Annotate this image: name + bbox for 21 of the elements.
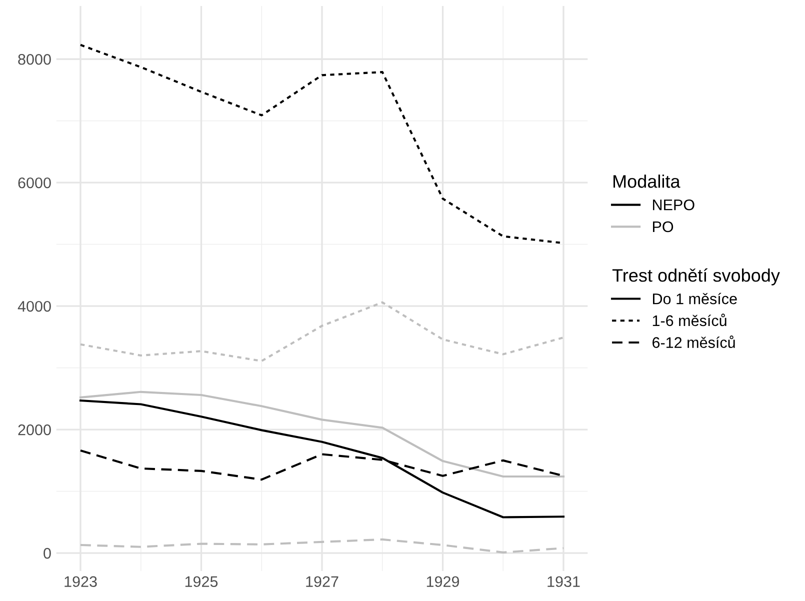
line-series — [79, 301, 565, 362]
legend-label: 1-6 měsíců — [652, 314, 726, 326]
legend-label: 6-12 měsíců — [652, 336, 735, 348]
y-tick-label: 6000 — [18, 177, 51, 188]
text: Modalita — [614, 174, 680, 188]
y-tick-label: 4000 — [18, 300, 51, 312]
x-tick-label: 1923 — [64, 576, 97, 588]
x-tick-label: 1927 — [306, 576, 338, 588]
y-tick-label: 2000 — [18, 424, 51, 436]
legend-label: NEPO — [653, 199, 694, 210]
x-tick-label: 1931 — [548, 576, 580, 588]
y-tick-label: 8000 — [18, 54, 51, 65]
x-tick-label: 1929 — [426, 576, 460, 588]
line-series — [79, 399, 565, 518]
x-tick-label: 1925 — [185, 576, 218, 588]
y-tick-label: 0 — [44, 548, 51, 559]
line-series — [79, 390, 565, 478]
text: Do 1 měsíce — [653, 292, 737, 304]
line-series — [79, 538, 565, 554]
text: Trest odnětí svobody — [612, 268, 780, 286]
legend-label: PO — [653, 221, 674, 232]
